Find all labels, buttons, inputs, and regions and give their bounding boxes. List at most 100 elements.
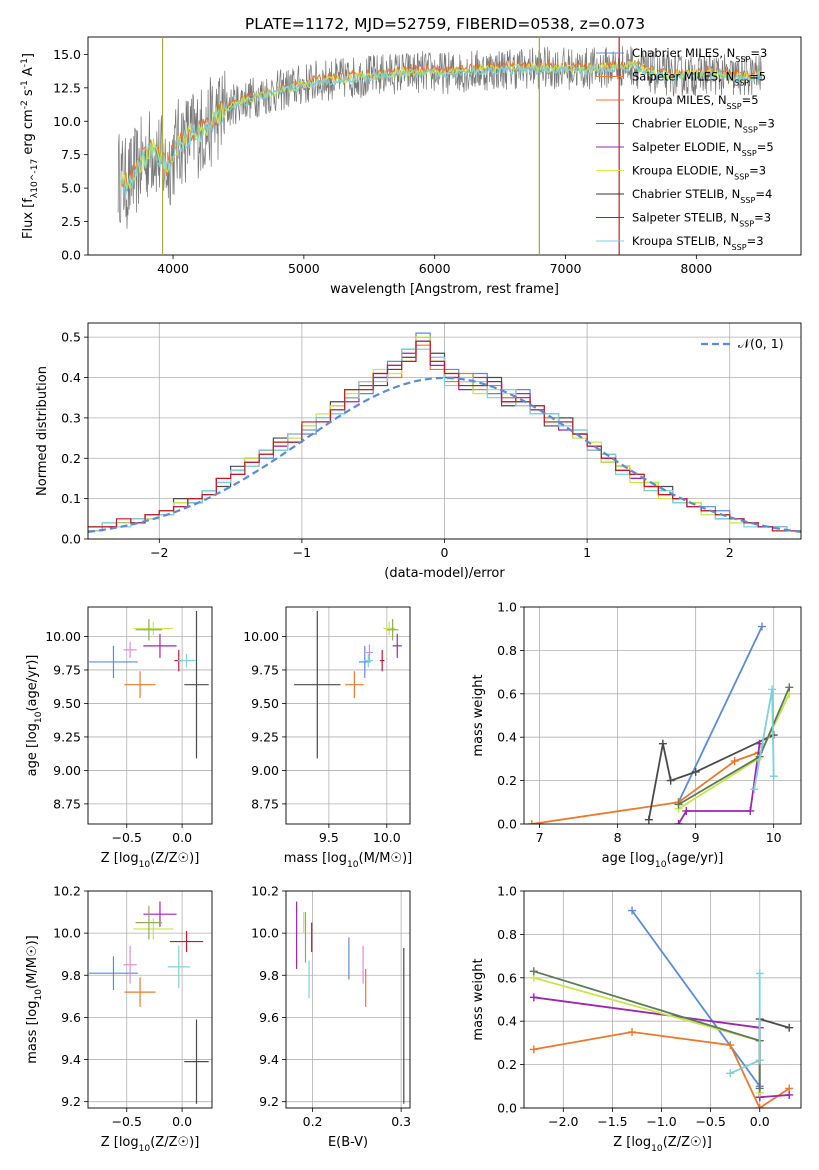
y-tick-label: 9.00: [53, 763, 81, 778]
y-tick-label: 9.25: [53, 729, 81, 744]
y-axis-label: Normed distribution: [35, 366, 50, 496]
x-axis-label: wavelength [Angstrom, rest frame]: [330, 282, 559, 297]
y-tick-label: 0.2: [497, 1057, 517, 1072]
x-tick-label: 7: [536, 830, 544, 845]
y-tick-label: 10.00: [243, 629, 279, 644]
y-tick-label: 9.4: [61, 1052, 81, 1067]
legend-label: Kroupa STELIB, NSSP=3: [632, 234, 764, 252]
y-tick-label: 9.8: [61, 968, 81, 983]
mass-weight-marker: [628, 906, 637, 915]
x-tick-label: 10: [766, 830, 782, 845]
y-tick-label: 9.2: [61, 1094, 81, 1109]
y-tick-label: 5.0: [61, 181, 81, 196]
mass-weight-marker: [755, 1104, 764, 1108]
x-tick-label: −0.5: [112, 1114, 142, 1129]
x-tick-label: 6000: [419, 261, 451, 276]
legend-label: Chabrier STELIB, NSSP=4: [632, 187, 772, 205]
mass-vs-metallicity-panel: −0.5 0.0 9.2 9.4 9.6 9.8 10.0 10.2 Z [log10(Z/Z☉…: [25, 884, 213, 1154]
mass-weight-marker: [750, 785, 759, 794]
x-tick-label: 7000: [550, 261, 582, 276]
x-tick-label: 0: [441, 545, 449, 560]
y-tick-label: 9.4: [259, 1052, 279, 1067]
y-tick-label: 0.1: [61, 491, 81, 506]
y-tick-label: 0.4: [61, 370, 81, 385]
mass-weight-marker: [674, 820, 683, 824]
plot-area: [529, 906, 794, 1108]
x-tick-label: 0.0: [172, 1114, 192, 1129]
x-axis-label: (data-model)/error: [384, 566, 505, 581]
mass-weight-marker: [755, 1056, 764, 1065]
legend-label: Salpeter ELODIE, NSSP=5: [632, 140, 774, 158]
axes-frame: [87, 606, 213, 825]
x-tick-label: 8000: [680, 261, 712, 276]
x-axis-label: E(B-V): [328, 1135, 368, 1150]
y-axis-label: Flux [fλ10^-17 erg cm-2 s-1 A-1]: [20, 53, 40, 239]
legend-label: Kroupa ELODIE, NSSP=3: [632, 164, 766, 182]
mass-weight-marker: [527, 820, 536, 824]
mass-weight-marker: [529, 1045, 538, 1054]
mass-weight-marker: [730, 757, 739, 766]
y-tick-label: 0.0: [497, 817, 517, 832]
y-tick-label: 9.75: [53, 662, 81, 677]
x-tick-label: 10.0: [373, 830, 401, 845]
age-vs-metallicity-panel: −0.5 0.0 8.75 9.00 9.25 9.50 9.75 10.00 Z [log10…: [25, 606, 213, 870]
x-tick-label: 2: [726, 545, 734, 560]
y-tick-label: 0.3: [61, 410, 81, 425]
y-tick-label: 9.25: [251, 729, 279, 744]
age-vs-mass-panel: 9.5 10.0 8.75 9.00 9.25 9.50 9.75 10.00 mass [lo…: [243, 606, 412, 870]
mass-weight-marker: [682, 806, 691, 815]
y-tick-label: 12.5: [53, 80, 81, 95]
x-tick-label: −2: [150, 545, 168, 560]
y-tick-label: 0.4: [497, 1014, 517, 1029]
axes-frame: [523, 606, 802, 825]
x-axis-label: Z [log10(Z/Z☉)]: [613, 1135, 712, 1154]
x-tick-label: 0.3: [391, 1114, 411, 1129]
y-tick-label: 10.2: [251, 884, 279, 899]
y-tick-label: 9.50: [251, 696, 279, 711]
y-tick-label: 0.2: [61, 451, 81, 466]
mass-weight-line: [533, 970, 761, 1089]
plot-area: [294, 611, 402, 759]
mass-weight-line: [677, 743, 761, 824]
x-axis-label: Z [log10(Z/Z☉)]: [101, 851, 200, 870]
mass-weight-marker: [785, 1023, 794, 1032]
model-spectrum-line: [120, 60, 763, 196]
y-tick-label: 9.6: [61, 1010, 81, 1025]
y-axis-label: mass weight: [471, 958, 486, 1040]
y-axis-label: age [log10(age/yr)]: [25, 655, 44, 777]
mass-weight-marker: [769, 772, 778, 781]
legend-label: Salpeter MILES, NSSP=5: [632, 70, 766, 88]
y-tick-label: 9.50: [53, 696, 81, 711]
y-tick-label: 8.75: [251, 796, 279, 811]
plot-area: [296, 901, 405, 1104]
mass-weight-vs-age-panel: 7 8 9 10 0.0 0.2 0.4 0.6 0.8 1.0 age [log10(age/yr…: [471, 600, 802, 870]
axes-frame: [87, 36, 802, 256]
x-tick-label: 9: [692, 830, 700, 845]
x-tick-label: 8: [614, 830, 622, 845]
mass-weight-marker: [658, 739, 667, 748]
histogram-step-line: [88, 348, 801, 532]
y-tick-label: 0.0: [61, 532, 81, 547]
y-tick-label: 7.5: [61, 147, 81, 162]
x-tick-label: 5000: [288, 261, 320, 276]
y-tick-label: 1.0: [497, 600, 517, 615]
mass-weight-marker: [529, 993, 538, 1002]
legend-label: Kroupa MILES, NSSP=5: [632, 93, 759, 111]
y-tick-label: 9.2: [259, 1094, 279, 1109]
mass-weight-marker: [768, 685, 777, 694]
y-tick-label: 0.4: [497, 730, 517, 745]
plot-area: [89, 901, 209, 1104]
x-tick-label: −2.0: [548, 1114, 578, 1129]
y-tick-label: 8.75: [53, 796, 81, 811]
mass-weight-marker: [628, 1028, 637, 1037]
mass-weight-marker: [691, 767, 700, 776]
plot-area: [89, 611, 209, 759]
x-tick-label: 4000: [157, 261, 189, 276]
y-tick-label: 0.5: [61, 330, 81, 345]
y-tick-label: 9.00: [251, 763, 279, 778]
mass-weight-marker: [666, 776, 675, 785]
axes-frame: [523, 890, 802, 1109]
y-tick-label: 9.8: [259, 968, 279, 983]
y-tick-label: 2.5: [61, 214, 81, 229]
y-tick-label: 10.0: [53, 926, 81, 941]
